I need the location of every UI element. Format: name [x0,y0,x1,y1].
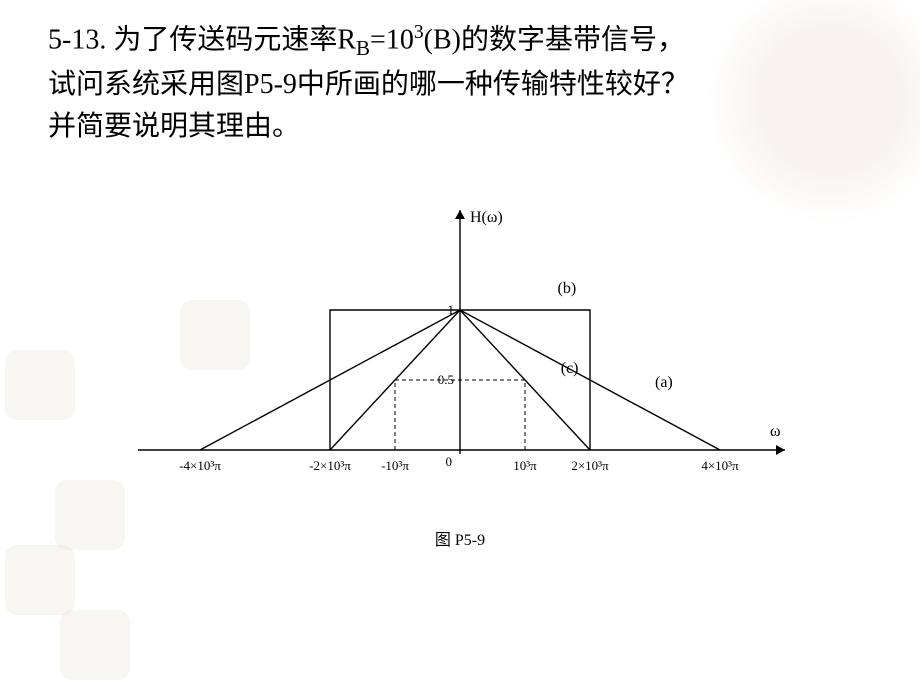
svg-text:0: 0 [446,454,453,469]
svg-text:-4×10³π: -4×10³π [179,458,221,473]
rb-base: R [337,24,356,55]
q-prefix: 5-13. 为了传送码元速率 [48,24,337,55]
question-line-1: 5-13. 为了传送码元速率RB=103(B)的数字基带信号， [48,18,878,64]
svg-text:ω: ω [770,423,781,440]
svg-text:(c): (c) [561,360,579,377]
svg-text:-2×10³π: -2×10³π [309,458,351,473]
svg-text:(b): (b) [558,280,577,297]
chart-svg: H(ω) ω -4×10³π -2×10³π -10³π 0 10³π 2×10³π 4×10³… [130,200,790,520]
watermark-seal [55,480,125,550]
svg-text:-10³π: -10³π [381,458,409,473]
svg-text:(a): (a) [655,374,673,391]
transfer-characteristic-chart: H(ω) ω -4×10³π -2×10³π -10³π 0 10³π 2×10³π 4×10³… [130,200,790,540]
q-suffix1: 的数字基带信号， [461,24,685,55]
svg-text:10³π: 10³π [513,458,537,473]
question-block: 5-13. 为了传送码元速率RB=103(B)的数字基带信号， 试问系统采用图P… [48,18,878,148]
question-line-3: 并简要说明其理由。 [48,106,878,148]
watermark-seal [60,610,130,680]
question-line-2: 试问系统采用图P5-9中所画的哪一种传输特性较好？ [48,64,878,106]
rb-sup: 3 [414,22,424,43]
svg-text:2×10³π: 2×10³π [571,458,609,473]
chart-caption: 图 P5-9 [435,526,485,550]
svg-text:H(ω): H(ω) [470,209,503,226]
rb-sub: B [356,36,370,60]
svg-text:4×10³π: 4×10³π [701,458,739,473]
rb-eq: =10 [370,24,414,55]
watermark-seal [5,545,75,615]
watermark-seal [5,350,75,420]
rb-tail: (B) [424,24,461,55]
